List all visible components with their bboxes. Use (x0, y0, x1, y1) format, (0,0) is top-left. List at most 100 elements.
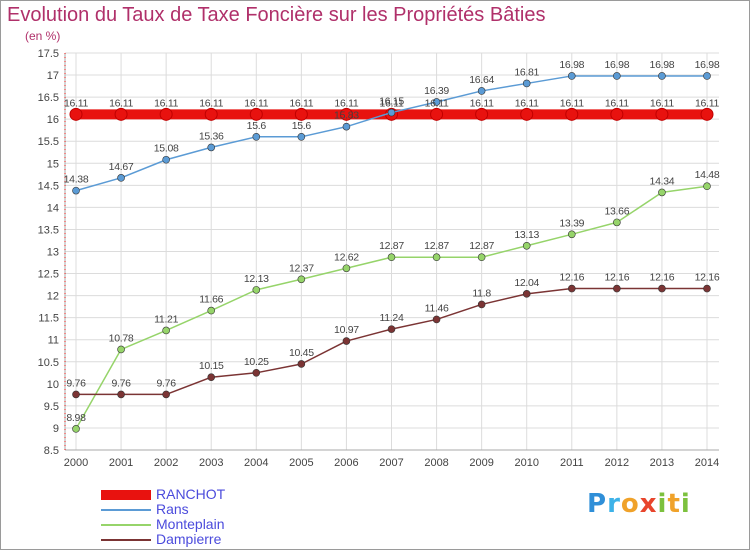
data-label: 10.45 (289, 347, 314, 359)
data-point (613, 72, 621, 80)
data-label: 16.39 (424, 85, 449, 97)
data-label: 16.98 (695, 59, 720, 71)
data-point (613, 218, 621, 227)
logo-letter: o (620, 489, 640, 519)
data-label: 11.46 (425, 302, 449, 314)
data-label: 16.98 (604, 59, 629, 71)
data-label: 15.6 (247, 120, 267, 132)
data-label: 12.04 (514, 277, 539, 289)
data-label: 16.11 (244, 97, 268, 109)
data-point (565, 107, 579, 121)
data-label: 13.13 (514, 229, 539, 241)
data-label: 12.87 (379, 240, 404, 252)
data-label: 16.11 (650, 97, 674, 109)
data-label: 15.36 (199, 130, 224, 142)
x-tick-label: 2001 (109, 457, 133, 469)
data-point (610, 107, 624, 121)
y-tick-label: 14 (47, 202, 59, 214)
data-point (252, 133, 261, 141)
legend-item-monteplain: Monteplain (101, 516, 321, 533)
data-label: 16.98 (559, 59, 584, 71)
data-point (114, 107, 128, 121)
data-point (477, 87, 486, 95)
data-label: 10.97 (334, 324, 359, 336)
legend-label: Rans (156, 501, 189, 517)
data-point (117, 174, 125, 182)
data-point (339, 107, 353, 121)
y-tick-label: 17.5 (38, 48, 59, 60)
legend-swatch (101, 524, 151, 526)
y-tick-label: 12.5 (38, 269, 59, 281)
data-label: 12.87 (424, 240, 449, 252)
legend-label: RANCHOT (156, 486, 226, 502)
data-label: 10.25 (244, 356, 269, 368)
x-tick-label: 2004 (244, 457, 268, 469)
y-tick-label: 11 (48, 335, 59, 347)
data-label: 14.34 (650, 175, 675, 187)
data-label: 10.15 (199, 360, 224, 372)
x-tick-label: 2012 (605, 457, 629, 469)
data-label: 16.11 (289, 97, 313, 109)
x-tick-label: 2013 (650, 457, 674, 469)
proxiti-logo: Proxiti (587, 489, 691, 519)
legend-label: Dampierre (156, 531, 222, 547)
data-label: 16.11 (199, 97, 223, 109)
x-tick-label: 2011 (560, 457, 584, 469)
data-label: 16.81 (514, 66, 539, 78)
data-point (69, 107, 83, 121)
y-tick-label: 12 (47, 291, 59, 303)
data-label: 16.64 (469, 74, 494, 86)
data-point (72, 425, 80, 433)
data-label: 16.98 (650, 59, 675, 71)
data-point (294, 107, 308, 121)
data-point (432, 98, 441, 106)
data-point (159, 107, 173, 121)
data-label: 16.11 (154, 97, 178, 109)
chart-unit-label: (en %) (25, 29, 61, 43)
y-tick-label: 17 (47, 70, 59, 82)
data-label: 12.16 (695, 272, 720, 284)
data-point (387, 325, 396, 333)
data-label: 11.24 (380, 312, 404, 324)
data-label: 16.11 (380, 97, 404, 109)
data-point (342, 264, 351, 273)
data-point (567, 72, 576, 80)
logo-letter: i (657, 489, 668, 519)
logo-letter: i (680, 489, 691, 519)
x-tick-label: 2005 (289, 457, 313, 469)
data-point (613, 284, 621, 293)
data-label: 15.83 (334, 110, 359, 122)
data-label: 12.62 (334, 251, 359, 263)
data-point (430, 107, 444, 121)
data-label: 16.15 (379, 96, 404, 108)
x-tick-label: 2007 (379, 457, 403, 469)
x-tick-label: 2010 (514, 457, 538, 469)
data-point (522, 241, 531, 250)
data-point (252, 369, 261, 377)
data-label: 16.11 (334, 97, 358, 109)
y-tick-label: 13.5 (38, 224, 59, 236)
data-label: 16.11 (560, 97, 584, 109)
data-label: 12.16 (650, 272, 675, 284)
data-point (72, 186, 80, 195)
legend-label: Monteplain (156, 516, 225, 532)
data-label: 9.76 (111, 377, 131, 389)
data-point (387, 108, 396, 117)
data-point (297, 360, 306, 368)
y-tick-label: 9 (53, 423, 59, 435)
data-point (432, 253, 441, 262)
x-tick-label: 2002 (154, 457, 178, 469)
data-point (297, 133, 306, 141)
x-tick-label: 2009 (469, 457, 493, 469)
data-point (703, 182, 711, 191)
data-label: 15.08 (154, 143, 179, 155)
data-label: 16.11 (515, 97, 539, 109)
data-point (475, 107, 489, 121)
data-point (700, 107, 714, 121)
data-label: 8.98 (66, 412, 86, 424)
data-label: 12.37 (289, 262, 314, 274)
x-tick-label: 2006 (334, 457, 358, 469)
y-tick-label: 16 (47, 114, 59, 126)
data-label: 12.16 (559, 272, 584, 284)
data-point (249, 107, 263, 121)
